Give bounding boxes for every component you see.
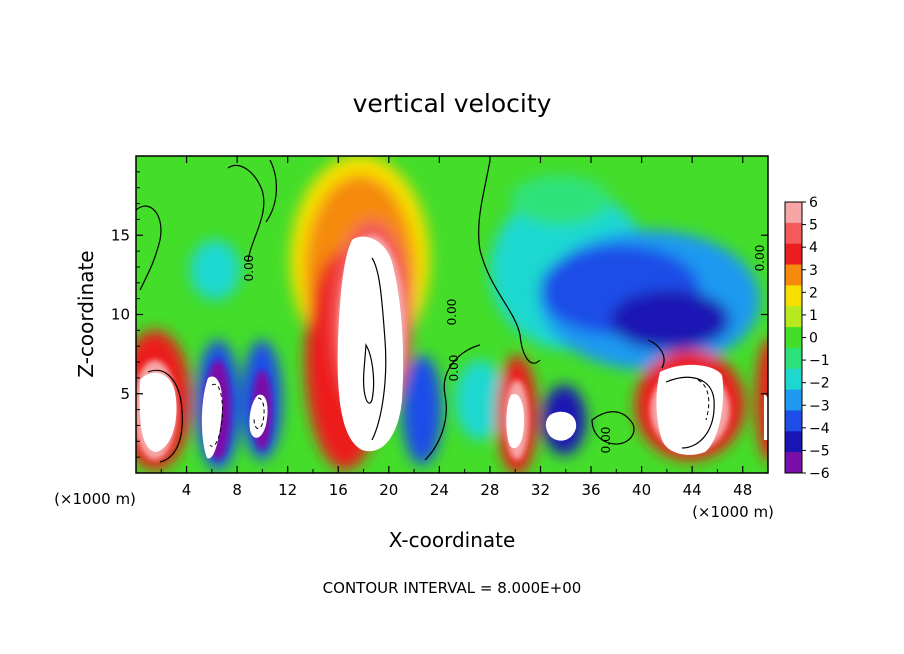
contour-line [265,159,277,223]
cyan-band [190,240,240,300]
contour-line [136,205,162,291]
x-tick-label: 24 [430,481,449,499]
clipped-core [139,372,177,452]
heatmap-field: 0.00 0.00 0.00 0.00 0.00 [136,156,768,473]
x-scale-label: (×1000 m) [692,503,774,521]
contour-label: 0.00 [599,427,613,454]
x-tick-label: 32 [531,481,550,499]
colorbar-label: −3 [809,398,830,414]
contour-line [227,164,265,263]
clipped-core [545,411,577,441]
contour-line [478,159,541,364]
contour-interval-note: CONTOUR INTERVAL = 8.000E+00 [323,579,582,597]
x-tick-label: 4 [182,481,192,499]
colorbar-swatch [785,306,802,328]
contour-label: 0.00 [242,255,256,282]
contour-label: 0.00 [447,355,461,382]
contour-line [665,376,715,449]
x-tick-label: 12 [278,481,297,499]
colorbar-swatch [785,431,802,453]
clipped-core [506,394,525,449]
colorbar-swatch [785,410,802,432]
colorbar-label: 0 [809,331,818,347]
negative-contour [697,379,710,421]
clipped-core [764,394,768,440]
chart-title: vertical velocity [353,89,552,118]
x-axis-label: X-coordinate [389,528,516,552]
y-tick-label: 5 [120,385,130,403]
clipped-core [337,236,404,452]
updraft-right-edge [756,338,768,462]
x-tick-label: 40 [632,481,651,499]
cyan-band [455,360,505,440]
colorbar-swatch [785,202,802,224]
colorbar-label: 2 [809,285,818,301]
colorbar-swatch [785,368,802,391]
colorbar-label: 6 [809,195,818,211]
colorbar-label: −4 [809,421,830,437]
colorbar-swatch [785,243,802,266]
colorbar-label: 3 [809,263,818,279]
negative-contour [253,397,265,429]
colorbar-swatch [785,327,802,349]
colorbar-label: −6 [809,466,830,482]
colorbar-label: 4 [809,240,818,256]
contour-label: 0.00 [445,299,459,326]
x-tick-label: 28 [480,481,499,499]
x-tick-label: 44 [683,481,702,499]
colorbar-swatch [785,452,802,474]
colorbar-swatch [785,285,802,307]
x-tick-label: 48 [733,481,752,499]
x-tick-label: 20 [379,481,398,499]
contour-line [591,411,635,445]
clipped-core [201,376,223,459]
colorbar-label: −1 [809,353,830,369]
colorbar-label: −2 [809,376,830,392]
colorbar-label: −5 [809,443,830,459]
contour-line [647,339,665,369]
x-tick-label: 8 [232,481,242,499]
colorbar-swatch [785,264,802,286]
colorbar-label: 5 [809,218,818,234]
y-scale-label: (×1000 m) [54,490,136,508]
x-tick-label: 16 [329,481,348,499]
colorbar: 6 5 4 3 2 1 0 −1 −2 −3 −4 −5 −6 [784,195,830,482]
contour-line [424,344,481,461]
y-axis-label: Z-coordinate [74,250,98,377]
y-tick-label: 15 [111,226,130,244]
clipped-core [656,364,724,455]
y-tick-label: 10 [111,306,130,324]
downdraft-region [610,290,730,350]
cyan-band [510,175,610,225]
colorbar-swatch [785,389,802,411]
x-tick-label: 36 [581,481,600,499]
contour-line [147,369,183,463]
downdraft-cell [402,355,442,465]
colorbar-swatch [785,222,802,245]
contour-line [363,343,375,404]
contour-line [371,257,387,441]
colorbar-label: 1 [809,308,818,324]
contour-label: 0.00 [753,245,767,272]
colorbar-swatch [785,347,802,370]
